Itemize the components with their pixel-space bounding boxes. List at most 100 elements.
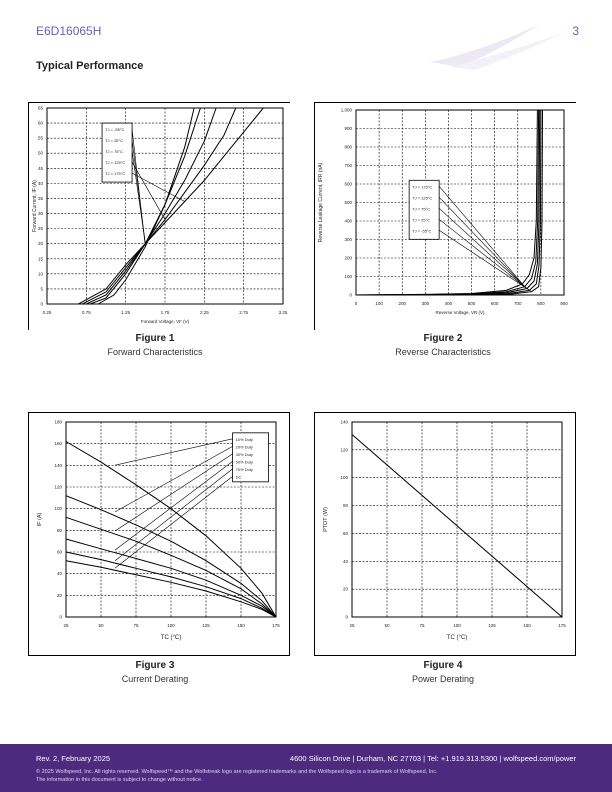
y-tick-label: 1,000 [341,108,353,113]
x-axis-label: TC (°C) [161,635,181,641]
y-tick-label: 0 [40,302,43,307]
y-tick-label: 800 [344,145,352,150]
legend-entry: 70% Duty [236,467,253,472]
figure-3-label: Figure 3 [135,660,175,671]
figure-4-caption: Figure 4 Power Derating [313,660,573,684]
y-tick-label: 15 [38,256,44,261]
y-tick-label: 160 [54,441,62,446]
y-tick-label: 120 [340,447,348,452]
y-tick-label: 600 [344,182,352,187]
figure-1-chart: 0.25 0.75 1.25 1.75 2.25 2.75 3.25 0 5 10 15 20 25 30… [28,102,290,330]
y-tick-label: 100 [54,506,62,511]
x-tick-label: 300 [422,301,430,306]
series-line [351,434,563,618]
address-text: 4600 Silicon Drive | Durham, NC 27703 | … [289,754,576,763]
y-tick-label: 20 [57,593,63,598]
y-tick-label: 300 [344,237,352,242]
figure-3-caption: Figure 3 Current Derating [25,660,285,684]
legend-entry: TJ = -55°C [412,228,431,233]
y-tick-label: 180 [54,420,62,425]
figure-2-label: Figure 2 [423,333,463,344]
figure-3-title: Current Derating [121,674,189,684]
wolfstreak-logo-icon [430,24,565,70]
figure-2-title: Reverse Characteristics [395,347,491,357]
y-tick-label: 30 [38,211,44,216]
legend-box [101,122,133,183]
legend-entry: TJ = -55°C [105,127,124,132]
x-tick-label: 700 [514,301,522,306]
x-tick-label: 50 [384,623,390,628]
y-tick-label: 900 [344,126,352,131]
legend-leader [114,461,233,551]
legend-leader [438,208,528,289]
x-tick-label: 600 [491,301,499,306]
section-title: Typical Performance [36,60,144,72]
legend-leader [114,446,233,513]
legend-leader [114,438,233,466]
legend-entry: TJ = 25°C [412,217,430,222]
x-tick-label: 50 [98,623,104,628]
x-tick-label: 3.25 [279,310,288,315]
y-tick-label: 40 [343,559,349,564]
y-axis-label: Forward Current, IF (A) [32,180,38,232]
figure-1-caption: Figure 1 Forward Characteristics [25,333,285,357]
figure-1-title: Forward Characteristics [107,347,203,357]
x-tick-label: 0 [355,301,358,306]
series-line [65,495,277,618]
series-line [65,516,277,618]
x-tick-label: 125 [202,623,210,628]
x-tick-label: 400 [445,301,453,306]
legend-leader [114,476,233,569]
legend-entry: TJ = 175°C [105,171,125,176]
legend-leader [438,197,525,287]
y-tick-label: 0 [59,615,62,620]
legend-leader [438,186,523,285]
x-tick-label: 200 [398,301,406,306]
x-tick-label: 175 [558,623,566,628]
part-number: E6D16065H [36,24,102,38]
legend-entry: TJ = 25°C [105,138,123,143]
series-line [47,107,201,305]
figure-3-chart: 25 50 75 100 125 150 175 0 20 40 60 80 100 120 140 160 1… [28,412,290,656]
x-tick-label: 100 [167,623,175,628]
series-line [47,107,264,305]
x-tick-label: 2.75 [239,310,248,315]
legal-line-2: The information in this document is subj… [36,777,203,783]
x-axis-label: TC (°C) [447,635,467,641]
figure-4-label: Figure 4 [423,660,463,671]
y-tick-label: 35 [38,196,44,201]
figure-2-chart: 0 100 200 300 400 500 600 700 800 900 0 100 200 300 40… [314,102,576,330]
y-tick-label: 65 [38,106,44,111]
legend-entry: 20% Duty [236,444,253,449]
x-tick-label: 25 [63,623,69,628]
y-axis-label: IF (A) [37,512,43,526]
x-tick-label: 1.25 [121,310,130,315]
x-tick-label: 75 [419,623,425,628]
series-line [47,107,195,305]
y-tick-label: 20 [38,241,44,246]
y-tick-label: 500 [344,200,352,205]
y-tick-label: 0 [345,615,348,620]
legal-line-1: © 2025 Wolfspeed, Inc. All rights reserv… [36,769,438,775]
legend-entry: DC [236,474,242,479]
legend-leader [114,468,233,561]
x-axis-label: Reverse Voltage, VR (V) [435,310,485,315]
legend-box [408,179,440,240]
legend-entry: TJ = 125°C [412,195,432,200]
y-tick-label: 10 [38,271,44,276]
x-tick-label: 0.25 [43,310,52,315]
y-tick-label: 80 [57,528,63,533]
legend-leader [131,161,166,220]
legal-text: © 2025 Wolfspeed, Inc. All rights reserv… [36,768,438,784]
figure-4-chart: 25 50 75 100 125 150 175 0 20 40 60 80 100 120 140 TC (… [314,412,576,656]
y-tick-label: 40 [57,571,63,576]
legend-leader [131,172,185,202]
revision-text: Rev. 2, February 2025 [36,754,111,763]
legend-leader [438,219,530,291]
figure-1-label: Figure 1 [135,333,175,344]
y-tick-label: 60 [343,531,349,536]
y-tick-label: 20 [343,587,349,592]
y-tick-label: 60 [38,121,44,126]
y-tick-label: 700 [344,163,352,168]
series-line [47,107,237,305]
